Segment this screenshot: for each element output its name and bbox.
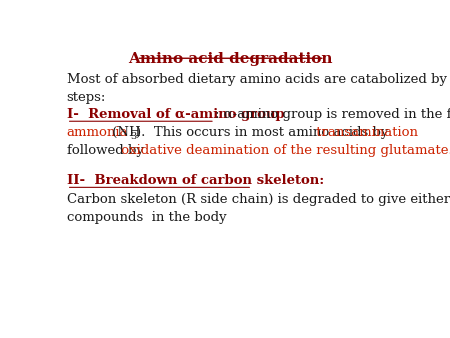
Text: I-  Removal of α-amino group: I- Removal of α-amino group — [67, 108, 284, 121]
Text: steps:: steps: — [67, 91, 106, 103]
Text: 3: 3 — [130, 132, 137, 141]
Text: Most of absorbed dietary amino acids are catabolized by 2 subsequent: Most of absorbed dietary amino acids are… — [67, 73, 450, 86]
Text: : α-amino group is removed in the form of: : α-amino group is removed in the form o… — [215, 108, 450, 121]
Text: oxidative deamination of the resulting glutamate.: oxidative deamination of the resulting g… — [117, 144, 450, 157]
Text: Amino acid degradation: Amino acid degradation — [128, 52, 333, 66]
Text: transamination: transamination — [312, 126, 418, 139]
Text: (NH: (NH — [108, 126, 140, 139]
Text: ).  This occurs in most amino acids by: ). This occurs in most amino acids by — [136, 126, 388, 139]
Text: compounds  in the body: compounds in the body — [67, 211, 226, 223]
Text: Carbon skeleton (R side chain) is degraded to give either energy or some: Carbon skeleton (R side chain) is degrad… — [67, 193, 450, 206]
Text: followed by: followed by — [67, 144, 144, 157]
Text: ammonia: ammonia — [67, 126, 128, 139]
Text: II-  Breakdown of carbon skeleton:: II- Breakdown of carbon skeleton: — [67, 174, 324, 187]
